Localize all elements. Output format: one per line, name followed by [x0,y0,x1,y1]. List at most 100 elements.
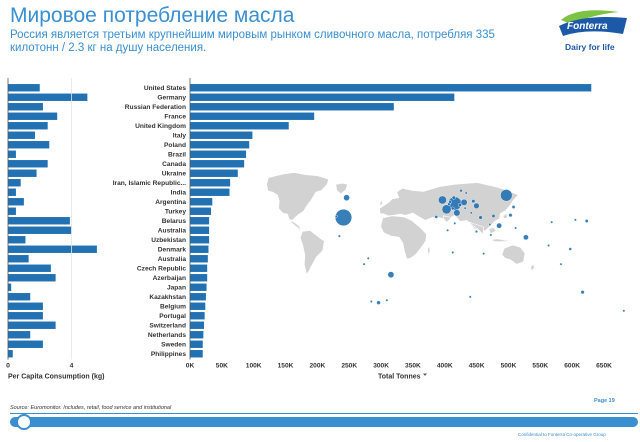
page-title: Мировое потребление масла [10,4,295,27]
sort-icon [423,373,427,376]
total-tonnes-bar [190,188,230,196]
total-tonnes-bar [190,312,205,320]
total-tonnes-bar [190,93,455,101]
total-tonnes-bar [190,122,289,130]
right-tick-label: 350K [405,363,421,370]
left-tick-label: 4 [70,363,74,370]
map-bubble [451,195,456,200]
right-tick-label: 200K [310,363,326,370]
right-tick-label: 300K [373,363,389,370]
total-tonnes-bar [190,245,209,253]
total-tonnes-bar [190,283,207,291]
map-bubble [482,252,486,256]
map-bubble [385,298,389,302]
map-land-arabia [442,215,453,223]
per-capita-bar [8,321,56,329]
map-bubble [458,202,462,207]
map-bubble [559,262,563,266]
map-land-central-america [289,219,301,232]
country-label: Uzbekistan [151,237,186,244]
map-bubble [488,223,492,226]
country-label: Germany [157,95,186,102]
logo-tagline: Dairy for life [565,42,615,52]
map-bubbles [334,188,626,313]
left-tick-label: 0 [6,363,10,370]
right-tick-label: 0K [186,363,195,370]
right-tick-label: 150K [278,363,294,370]
map-bubble [511,205,516,209]
map-bubble [514,226,518,230]
butter-consumption-chart: United States Germany Russian Federation Fr… [6,78,630,381]
total-tonnes-bar [190,169,238,177]
right-tick-label: 600K [564,363,580,370]
country-label: Australia [158,228,187,235]
country-label: Canada [162,161,186,168]
per-capita-bar [8,302,43,310]
map-land-indonesia [490,238,512,242]
country-label: Netherlands [148,332,186,339]
country-label: Sweden [161,342,186,349]
map-bubble [489,233,493,237]
map-bubble [573,218,577,222]
total-tonnes-bar [190,321,205,329]
per-capita-bar [8,274,56,282]
map-land-africa [380,215,427,260]
map-bubble [459,188,463,193]
map-bubble [362,262,366,266]
page-number: Page 19 [594,398,615,404]
map-bubble [468,295,472,299]
map-bubble [460,198,468,206]
map-bubble [496,222,502,229]
per-capita-bar [8,131,35,139]
map-bubble [335,209,352,226]
country-label: Czech Republic [137,266,186,273]
per-capita-bar [8,312,43,320]
per-capita-bar [8,283,12,291]
right-tick-label: 250K [341,363,357,370]
total-tonnes-bar [190,198,213,206]
map-land-greenland [335,182,348,195]
country-label: Turkey [165,209,186,216]
per-capita-bar [8,350,13,358]
per-capita-bar [8,150,16,158]
right-tick-label: 100K [246,363,262,370]
map-land-new-zealand [530,263,535,272]
country-label: Australia [158,256,187,263]
map-bubble [453,209,461,217]
total-tonnes-bar [190,274,208,282]
source-note: Source: Euromonitor. Includes, retail, f… [10,405,172,411]
total-tonnes-bar [190,350,203,358]
total-tonnes-chart [190,84,592,358]
per-capita-bar [8,141,50,149]
map-bubble [334,214,338,218]
total-tonnes-bar [190,340,203,348]
map-bubble [464,191,468,195]
map-bubble [441,204,452,215]
map-land-britain [378,198,384,207]
per-capita-bar [8,226,72,234]
confidential-note: Confidential to Fonterra Co-operative Gr… [518,432,606,437]
country-label: Poland [164,142,186,149]
left-axis-title: Per Capita Consumption (kg) [8,374,104,381]
progress-knob [16,414,32,430]
country-label: Philippines [151,351,187,358]
map-bubble [473,202,480,209]
total-tonnes-bar [190,217,210,225]
total-tonnes-bar [190,226,210,234]
right-tick-label: 650K [596,363,612,370]
map-bubble [550,220,554,224]
right-tick-label: 500K [501,363,517,370]
country-label: Iran, Islamic Republic... [113,180,186,187]
map-bubble [568,247,572,251]
chart-axes: 0 4 Per Capita Consumption (kg) 0K 50K 100K 15… [6,78,612,381]
map-bubble [471,199,476,204]
total-tonnes-bar [190,207,212,215]
per-capita-bar [8,84,40,92]
per-capita-bar [8,198,24,206]
country-label: Azerbaijan [153,275,186,282]
country-label: Ukraine [162,171,187,178]
fonterra-logo-icon: Fonterra [559,10,627,36]
right-tick-label: 50K [216,363,228,370]
map-bubble [478,215,483,220]
map-land-india [468,221,484,235]
